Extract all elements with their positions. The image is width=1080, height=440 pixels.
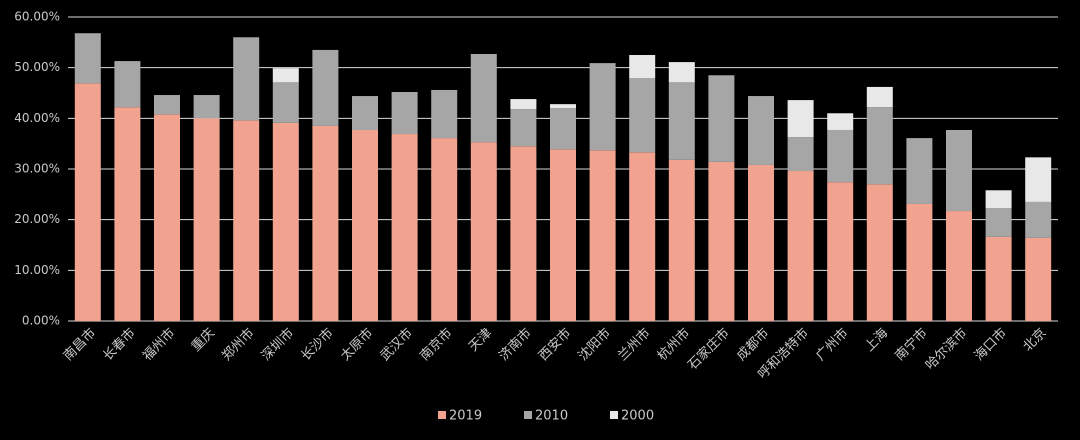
x-tick-label: 海口市 xyxy=(971,325,1010,364)
bar-segment xyxy=(352,96,378,130)
bar-segment xyxy=(906,203,933,321)
bar-segment xyxy=(827,113,854,130)
x-tick-label: 福州市 xyxy=(139,325,178,364)
bar-segment xyxy=(510,109,537,147)
bar-segment xyxy=(1025,237,1052,321)
bar-segment xyxy=(906,138,933,204)
bar-segment xyxy=(74,33,101,84)
bar-segment xyxy=(312,125,339,321)
x-tick-label: 深圳市 xyxy=(258,325,297,364)
x-tick-label: 太原市 xyxy=(337,325,376,364)
bar-segment xyxy=(312,49,339,126)
bar-segment xyxy=(272,122,299,321)
bar-segment xyxy=(946,129,972,212)
x-tick-label: 上海 xyxy=(862,326,891,355)
legend-swatch xyxy=(524,411,532,419)
y-tick-label: 0.00% xyxy=(22,314,60,328)
bar-segment xyxy=(708,75,735,162)
bar-segment xyxy=(470,53,497,143)
bar-segment xyxy=(748,164,774,321)
bar-segment xyxy=(866,184,893,321)
x-tick-label: 济南市 xyxy=(496,325,535,364)
y-tick-label: 40.00% xyxy=(14,111,60,125)
bar-segment xyxy=(985,190,1012,209)
bar-segment xyxy=(708,161,735,321)
legend-label: 2000 xyxy=(621,409,654,424)
bar-segment xyxy=(668,159,695,321)
bar-segment xyxy=(391,134,418,321)
x-tick-label: 南宁市 xyxy=(892,325,931,364)
bar-segment xyxy=(1025,157,1052,202)
legend-label: 2010 xyxy=(535,409,568,424)
bar-segment xyxy=(589,63,616,151)
bar-segment xyxy=(431,89,458,139)
y-tick-label: 20.00% xyxy=(14,212,60,226)
bar-segment xyxy=(74,83,101,321)
bar-segment xyxy=(154,95,180,115)
bar-segment xyxy=(668,82,695,160)
bar-segment xyxy=(827,129,854,183)
bar-segment xyxy=(154,114,180,321)
bar-segment xyxy=(233,120,260,321)
x-tick-label: 广州市 xyxy=(813,325,852,364)
bar-segment xyxy=(787,171,814,321)
legend-label: 2019 xyxy=(449,409,482,424)
bar-segment xyxy=(510,99,537,110)
bar-segment xyxy=(510,146,537,321)
bar-segment xyxy=(431,138,458,321)
x-tick-label: 兰州市 xyxy=(615,325,654,364)
bar-segment xyxy=(866,107,893,185)
bar-segment xyxy=(787,137,814,172)
y-tick-label: 50.00% xyxy=(14,60,60,74)
x-tick-label: 武汉市 xyxy=(377,325,416,364)
bar-segment xyxy=(985,208,1012,237)
x-tick-label: 南京市 xyxy=(417,325,456,364)
x-tick-label: 成都市 xyxy=(733,325,772,364)
legend-swatch xyxy=(610,411,618,419)
bar-segment xyxy=(233,37,260,121)
bar-segment xyxy=(866,86,893,108)
bar-segment xyxy=(193,118,220,321)
bar-segment xyxy=(470,142,497,321)
bar-segment xyxy=(550,104,576,109)
x-tick-label: 天津 xyxy=(466,326,495,355)
bar-segment xyxy=(193,95,220,119)
bar-segment xyxy=(272,68,299,83)
x-tick-label: 长春市 xyxy=(100,325,139,364)
x-tick-label: 石家庄市 xyxy=(685,325,733,373)
x-tick-label: 郑州市 xyxy=(219,325,258,364)
bar-segment xyxy=(668,62,695,83)
bar-segment xyxy=(985,236,1012,321)
x-tick-label: 杭州市 xyxy=(654,325,693,364)
bar-segment xyxy=(629,55,656,79)
y-tick-label: 60.00% xyxy=(14,10,60,24)
bar-segment xyxy=(550,149,576,321)
bar-segment xyxy=(787,100,814,138)
y-tick-label: 10.00% xyxy=(14,263,60,277)
bar-segment xyxy=(589,150,616,321)
x-tick-label: 沈阳市 xyxy=(575,325,614,364)
x-tick-label: 南昌市 xyxy=(60,325,99,364)
bar-segment xyxy=(391,91,418,135)
bar-segment xyxy=(748,96,774,165)
bar-segment xyxy=(1025,201,1052,238)
bar-segment xyxy=(272,82,299,123)
bar-segment xyxy=(629,78,656,153)
legend-swatch xyxy=(438,411,446,419)
x-tick-label: 重庆 xyxy=(188,325,218,355)
bar-segment xyxy=(946,211,972,321)
bar-segment xyxy=(827,182,854,321)
x-tick-label: 北京 xyxy=(1021,326,1050,355)
bar-segment xyxy=(550,108,576,150)
bar-segment xyxy=(114,107,141,321)
bar-segment xyxy=(629,152,656,321)
x-tick-label: 长沙市 xyxy=(298,325,337,364)
x-tick-label: 西安市 xyxy=(535,325,574,364)
y-tick-label: 30.00% xyxy=(14,162,60,176)
bar-segment xyxy=(352,129,378,321)
bar-segment xyxy=(114,61,141,108)
x-tick-label: 哈尔滨市 xyxy=(922,325,970,373)
